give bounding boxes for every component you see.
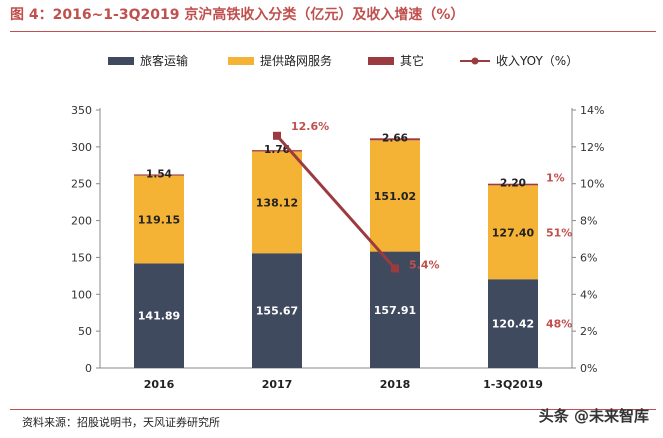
data-label-network: 127.40 xyxy=(492,226,535,239)
legend-line-marker xyxy=(471,57,479,65)
legend-label-2: 提供路网服务 xyxy=(260,53,332,68)
x-tick-label: 2016 xyxy=(144,378,175,391)
y-right-tick-label: 4% xyxy=(580,288,597,301)
bar-3-1-3Q2019 xyxy=(488,183,538,186)
x-tick-label: 1-3Q2019 xyxy=(483,378,543,391)
chart-title: 图 4：2016~1-3Q2019 京沪高铁收入分类（亿元）及收入增速（%） xyxy=(10,7,465,23)
y-right-tick-label: 12% xyxy=(580,141,604,154)
legend-swatch-2 xyxy=(228,57,254,65)
x-tick-label: 2018 xyxy=(380,378,411,391)
data-label-other: 1.76 xyxy=(264,144,290,156)
bar-3-2018 xyxy=(370,138,420,141)
yoy-marker xyxy=(391,264,399,273)
y-left-tick-label: 300 xyxy=(71,141,92,154)
share-label: 48% xyxy=(546,318,572,331)
y-left-tick-label: 0 xyxy=(85,362,92,375)
bar-3-2016 xyxy=(134,174,184,176)
data-label-other: 1.54 xyxy=(146,168,172,180)
bar-2-2018 xyxy=(370,140,420,252)
data-label-network: 119.15 xyxy=(138,213,180,226)
source-note: 资料来源：招股说明书，天风证券研究所 xyxy=(22,416,220,429)
y-right-tick-label: 2% xyxy=(580,325,597,338)
data-label-network: 151.02 xyxy=(374,190,416,203)
y-right-tick-label: 10% xyxy=(580,178,604,191)
y-left-tick-label: 250 xyxy=(71,178,92,191)
data-label-passenger: 141.89 xyxy=(138,310,180,323)
data-label-other: 2.66 xyxy=(382,132,408,144)
source-rule xyxy=(10,409,656,410)
yoy-data-label: 12.6% xyxy=(291,120,329,133)
x-tick-label: 2017 xyxy=(262,378,293,391)
data-label-passenger: 157.91 xyxy=(374,304,416,317)
y-right-tick-label: 6% xyxy=(580,251,597,264)
legend-label-1: 旅客运输 xyxy=(140,53,188,68)
legend-swatch-3 xyxy=(368,57,394,65)
y-left-tick-label: 350 xyxy=(71,104,92,117)
data-label-network: 138.12 xyxy=(256,196,298,209)
watermark: 头条 @未来智库 xyxy=(539,405,649,426)
legend-label-yoy: 收入YOY（%） xyxy=(496,54,578,68)
y-left-tick-label: 100 xyxy=(71,288,92,301)
bar-2-2016 xyxy=(134,175,184,264)
y-left-tick-label: 50 xyxy=(78,325,92,338)
stacked-bar-chart: 旅客运输 提供路网服务 其它 收入YOY（%） 0 50 100 150 200 250 300 35… xyxy=(71,53,604,391)
legend-label-3: 其它 xyxy=(400,53,424,68)
yoy-data-label: 5.4% xyxy=(409,258,440,271)
watermark-text: 头条 @未来智库 xyxy=(538,407,649,425)
y-right-tick-label: 8% xyxy=(580,215,597,228)
data-label-other: 2.20 xyxy=(500,178,526,190)
bar-1-1-3Q2019 xyxy=(488,279,538,368)
y-left-tick-label: 150 xyxy=(71,251,92,264)
yoy-marker xyxy=(273,131,281,140)
data-label-passenger: 120.42 xyxy=(492,318,534,331)
data-label-passenger: 155.67 xyxy=(256,305,298,318)
y-right-tick-label: 0% xyxy=(580,362,597,375)
bar-3-2017 xyxy=(252,150,302,152)
legend-swatch-1 xyxy=(108,57,134,65)
bar-1-2016 xyxy=(134,263,184,368)
share-label: 51% xyxy=(546,226,572,239)
yoy-line xyxy=(275,134,397,270)
bar-1-2017 xyxy=(252,253,302,368)
bar-2-2017 xyxy=(252,151,302,254)
y-left-tick-label: 200 xyxy=(71,215,92,228)
title-rule xyxy=(10,31,656,32)
bar-2-1-3Q2019 xyxy=(488,185,538,280)
y-right-tick-label: 14% xyxy=(580,104,604,117)
share-label: 1% xyxy=(546,172,565,185)
